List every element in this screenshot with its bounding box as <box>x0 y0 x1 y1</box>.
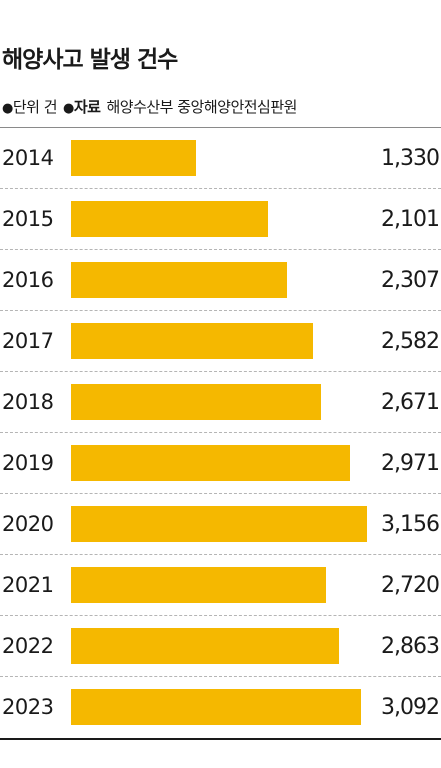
bar-row: 2020 3,156 <box>0 494 441 555</box>
bar <box>71 262 287 298</box>
category-label: 2023 <box>2 695 54 719</box>
bar <box>71 384 321 420</box>
bar-chart: 2014 1,330 2015 2,101 2016 2,307 2017 2,582 2018… <box>0 128 441 738</box>
value-label: 2,971 <box>381 451 440 476</box>
value-label: 2,307 <box>381 268 440 293</box>
row-divider <box>0 432 441 433</box>
category-label: 2014 <box>2 146 54 170</box>
source-label: 자료 <box>73 98 101 116</box>
unit-bullet-icon: ● <box>2 101 13 116</box>
chart-meta: ●단위 건 ●자료 해양수산부 중앙해양안전심판원 <box>2 96 297 117</box>
row-divider <box>0 310 441 311</box>
bar-row: 2014 1,330 <box>0 128 441 189</box>
value-label: 2,582 <box>381 329 440 354</box>
category-label: 2022 <box>2 634 54 658</box>
value-label: 2,101 <box>381 207 440 232</box>
bar-row: 2019 2,971 <box>0 433 441 494</box>
category-label: 2016 <box>2 268 54 292</box>
bar <box>71 628 339 664</box>
chart-title: 해양사고 발생 건수 <box>2 47 178 73</box>
bar-row: 2021 2,720 <box>0 555 441 616</box>
bar <box>71 140 196 176</box>
row-divider <box>0 371 441 372</box>
bar <box>71 506 367 542</box>
bar-row: 2016 2,307 <box>0 250 441 311</box>
bottom-divider <box>0 738 441 740</box>
source-text: 해양수산부 중앙해양안전심판원 <box>106 98 297 116</box>
bar <box>71 445 350 481</box>
category-label: 2018 <box>2 390 54 414</box>
value-label: 2,863 <box>381 634 440 659</box>
value-label: 3,156 <box>381 512 440 537</box>
bar-row: 2022 2,863 <box>0 616 441 677</box>
bar-row: 2018 2,671 <box>0 372 441 433</box>
row-divider <box>0 615 441 616</box>
value-label: 2,671 <box>381 390 440 415</box>
value-label: 3,092 <box>381 695 440 720</box>
category-label: 2015 <box>2 207 54 231</box>
row-divider <box>0 249 441 250</box>
bar-row: 2023 3,092 <box>0 677 441 738</box>
row-divider <box>0 188 441 189</box>
category-label: 2020 <box>2 512 54 536</box>
value-label: 2,720 <box>381 573 440 598</box>
bar-row: 2015 2,101 <box>0 189 441 250</box>
category-label: 2017 <box>2 329 54 353</box>
bar <box>71 689 361 725</box>
bar <box>71 201 268 237</box>
bar <box>71 567 326 603</box>
top-divider <box>0 127 441 128</box>
row-divider <box>0 676 441 677</box>
row-divider <box>0 493 441 494</box>
bar <box>71 323 313 359</box>
unit-label: 단위 건 <box>12 98 58 116</box>
source-bullet-icon: ● <box>63 101 74 116</box>
value-label: 1,330 <box>381 146 440 171</box>
category-label: 2021 <box>2 573 54 597</box>
bar-row: 2017 2,582 <box>0 311 441 372</box>
category-label: 2019 <box>2 451 54 475</box>
row-divider <box>0 554 441 555</box>
